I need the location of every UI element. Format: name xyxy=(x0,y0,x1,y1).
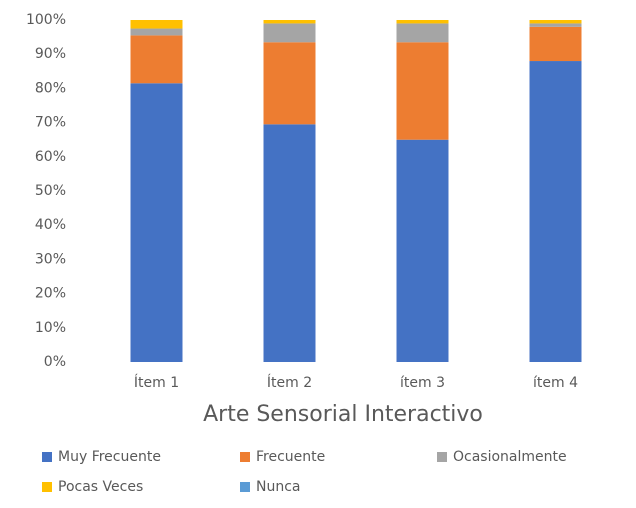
bar-segment xyxy=(263,20,316,24)
y-tick-label: 40% xyxy=(35,217,66,233)
bar-segment xyxy=(396,139,449,362)
bar-segment xyxy=(396,20,449,24)
bar-segment xyxy=(130,83,183,363)
bar-segment xyxy=(263,23,316,43)
legend-swatch xyxy=(240,452,250,462)
legend-swatch xyxy=(437,452,447,462)
y-tick-label: 0% xyxy=(44,354,66,370)
bar-segment xyxy=(396,23,449,43)
y-tick-label: 70% xyxy=(35,115,66,131)
y-tick-label: 100% xyxy=(26,12,66,28)
legend-label: Frecuente xyxy=(256,449,325,465)
x-tick-label: ítem 4 xyxy=(533,375,578,391)
x-tick-label: Ítem 1 xyxy=(134,374,179,391)
legend-swatch xyxy=(42,482,52,492)
bar-segment xyxy=(529,26,582,62)
x-tick-label: Ítem 2 xyxy=(267,374,312,391)
bar-segment xyxy=(263,42,316,125)
y-tick-label: 60% xyxy=(35,149,66,165)
bar-segment xyxy=(529,23,582,27)
y-tick-label: 80% xyxy=(35,80,66,96)
bar-segment xyxy=(263,124,316,362)
legend-label: Ocasionalmente xyxy=(453,449,567,465)
legend-label: Pocas Veces xyxy=(58,479,143,495)
chart-title: Arte Sensorial Interactivo xyxy=(203,402,483,427)
bar-segment xyxy=(529,61,582,362)
y-tick-label: 30% xyxy=(35,251,66,267)
y-tick-label: 90% xyxy=(35,46,66,62)
y-tick-label: 10% xyxy=(35,320,66,336)
legend-label: Nunca xyxy=(256,479,301,495)
legend-swatch xyxy=(42,452,52,462)
bar-segment xyxy=(529,20,582,24)
legend-label: Muy Frecuente xyxy=(58,449,161,465)
legend-swatch xyxy=(240,482,250,492)
x-tick-label: ítem 3 xyxy=(400,375,445,391)
y-tick-label: 20% xyxy=(35,286,66,302)
bar-segment xyxy=(396,42,449,140)
y-tick-label: 50% xyxy=(35,183,66,199)
bar-segment xyxy=(130,35,183,84)
bar-segment xyxy=(130,20,183,29)
bar-segment xyxy=(130,28,183,36)
